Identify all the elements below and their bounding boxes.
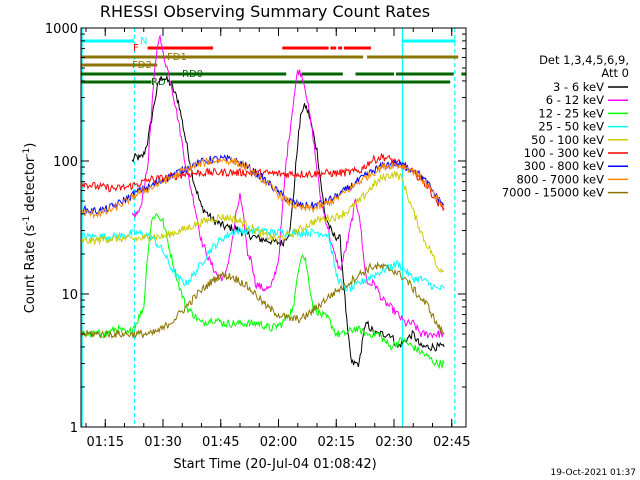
x-tick-label-6: 02:45 [433, 435, 470, 450]
chart-title: RHESSI Observing Summary Count Rates [100, 2, 430, 21]
series-line-0 [131, 74, 445, 368]
y-label-part-0: Count Rate (s [23, 225, 38, 314]
y-label-part-3: -1 [22, 148, 32, 157]
flag-label-f: F [133, 43, 139, 54]
y-label-part-1: -1 [22, 216, 32, 225]
y-label-part-4: ) [23, 143, 38, 148]
legend-label-3: 25 - 50 keV [538, 120, 604, 134]
series-line-4 [81, 170, 445, 274]
legend-label-7: 800 - 7000 keV [516, 172, 604, 186]
footer-date: 19-Oct-2021 01:37 [551, 468, 636, 478]
y-tick-label-2: 100 [53, 155, 78, 170]
series-line-3 [81, 224, 445, 292]
y-axis-label: Count Rate (s-1 detector-1) [22, 143, 38, 314]
legend-label-5: 100 - 300 keV [524, 146, 604, 160]
legend-label-1: 6 - 12 keV [546, 93, 604, 107]
y-axis-ticks: 1 10 100 1000 [45, 22, 466, 436]
x-tick-label-5: 02:30 [375, 435, 412, 450]
series-lines [81, 34, 445, 370]
x-axis-label: Start Time (20-Jul-04 01:08:42) [173, 457, 376, 472]
series-line-6 [82, 154, 445, 215]
plot-area [81, 28, 456, 427]
y-label-part-2: detector [23, 156, 38, 216]
legend-label-8: 7000 - 15000 keV [502, 186, 604, 200]
x-tick-label-2: 01:45 [202, 435, 239, 450]
legend-header-0: Det 1,3,4,5,6,9, [539, 53, 629, 67]
legend-label-6: 300 - 800 keV [524, 159, 604, 173]
x-tick-label-1: 01:30 [144, 435, 181, 450]
series-line-5 [81, 153, 445, 212]
legend-label-0: 3 - 6 keV [553, 80, 604, 94]
flag-label-n: N [140, 36, 147, 47]
series-line-8 [81, 261, 445, 339]
series-line-2 [81, 213, 445, 370]
x-tick-label-4: 02:15 [318, 435, 355, 450]
y-tick-label-3: 1000 [45, 22, 78, 37]
flag-label-fd1: FD1 [167, 52, 187, 63]
series-line-7 [81, 155, 445, 220]
y-tick-label-0: 1 [70, 421, 78, 436]
flag-label-fd2: FD2 [132, 60, 152, 71]
series-line-1 [131, 34, 445, 339]
x-tick-label-3: 02:00 [260, 435, 297, 450]
legend-label-4: 50 - 100 keV [531, 133, 604, 147]
legend-label-2: 12 - 25 keV [538, 106, 604, 120]
flag-label-rd0: RD0 [182, 69, 203, 80]
plot-frame [80, 27, 467, 428]
legend-header-1: Att 0 [601, 66, 629, 80]
x-axis-ticks: 01:15 01:30 01:45 02:00 02:15 02:30 02:45 [85, 28, 470, 450]
y-tick-label-1: 10 [61, 288, 78, 303]
x-tick-label-0: 01:15 [87, 435, 124, 450]
